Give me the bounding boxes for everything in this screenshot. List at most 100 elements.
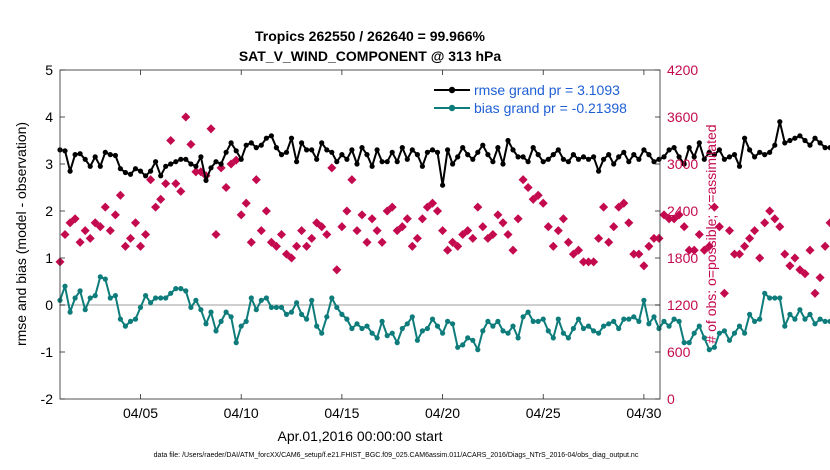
rmse-point (661, 154, 667, 160)
rmse-point (591, 154, 597, 160)
rmse-point (82, 156, 88, 162)
rmse-point (92, 154, 98, 160)
bias-point (666, 323, 672, 329)
rmse-point (651, 159, 657, 165)
rmse-point (500, 161, 506, 167)
bias-point (193, 297, 199, 303)
bias-point (696, 323, 702, 329)
bias-point (258, 297, 264, 303)
rmse-point (550, 152, 556, 158)
bias-point (701, 335, 707, 341)
bias-point (495, 318, 501, 324)
rmse-point (716, 147, 723, 153)
obs-marker (176, 186, 186, 196)
bias-point (122, 323, 128, 329)
y-tick-label: 3 (45, 156, 53, 172)
obs-point (765, 206, 775, 216)
bias-point (445, 318, 451, 324)
rmse-point (258, 142, 264, 148)
bias-point (324, 314, 330, 320)
rmse-point (530, 145, 536, 151)
rmse-point (188, 161, 194, 167)
rmse-point (525, 159, 531, 165)
rmse-point (827, 145, 830, 151)
rmse-point (213, 159, 219, 165)
obs-point (95, 222, 105, 232)
rmse-point (721, 156, 728, 162)
right-axis: 0 600 1200 1800 2400 3000 3600 4200 (655, 62, 698, 407)
bias-point (364, 323, 370, 329)
bias-point (188, 304, 194, 310)
bias-point (127, 318, 134, 324)
bias-point (747, 311, 753, 317)
rmse-series (57, 119, 830, 188)
obs-point (236, 210, 246, 220)
rmse-point (742, 135, 748, 141)
legend-bias-marker (448, 104, 456, 112)
obs-marker (120, 241, 130, 251)
y-tick-label: 1 (45, 250, 53, 266)
rmse-point (107, 152, 113, 158)
legend: rmse grand pr = 3.1093 bias grand pr = -… (430, 80, 645, 123)
obs-marker (105, 226, 115, 236)
obs-marker (765, 206, 775, 216)
legend-bias-label: bias grand pr = -0.21398 (474, 100, 627, 116)
obs-point (191, 167, 201, 177)
obs-point (246, 237, 256, 247)
obs-point (171, 179, 181, 189)
bias-point (661, 318, 667, 324)
rmse-point (470, 156, 476, 162)
rmse-point (102, 149, 108, 155)
obs-point (790, 253, 800, 263)
bias-point (339, 311, 345, 317)
bias-point (510, 323, 516, 329)
bias-point (314, 323, 320, 329)
y-right-tick-label: 3600 (667, 109, 698, 125)
obs-marker (760, 218, 770, 228)
rmse-point (822, 145, 828, 151)
bias-point (601, 323, 607, 329)
rmse-point (429, 147, 436, 153)
obs-marker (780, 249, 790, 259)
obs-point (770, 214, 780, 224)
obs-marker (70, 214, 80, 224)
obs-marker (820, 241, 830, 251)
x-axis: 04/05 04/10 04/15 04/20 04/25 04/30 (123, 70, 662, 421)
rmse-point (349, 147, 355, 153)
rmse-point (288, 135, 295, 141)
rmse-point (736, 163, 743, 169)
bias-point (414, 337, 420, 343)
bias-point (460, 342, 466, 348)
bias-point (394, 340, 400, 346)
bias-point (384, 333, 390, 339)
rmse-point (641, 147, 647, 153)
obs-point (161, 179, 171, 189)
obs-point (80, 226, 90, 236)
bias-point (817, 316, 823, 322)
obs-point (206, 124, 216, 134)
rmse-point (611, 161, 617, 167)
rmse-point (787, 137, 793, 144)
bias-point (515, 335, 521, 341)
rmse-point (676, 154, 682, 160)
rmse-point (127, 171, 134, 177)
bias-point (288, 309, 295, 315)
rmse-point (510, 147, 516, 153)
obs-point (775, 222, 785, 232)
obs-point (166, 135, 176, 146)
bias-point (148, 300, 154, 306)
bias-point (822, 318, 828, 324)
obs-marker (161, 179, 171, 189)
obs-marker (146, 175, 156, 185)
bias-point (742, 330, 748, 336)
obs-point (151, 202, 161, 212)
footer-data-file: data file: /Users/raeder/DAI/ATM_forcXX/… (154, 452, 639, 459)
rmse-point (324, 147, 330, 153)
rmse-point (294, 159, 300, 165)
obs-marker (100, 202, 110, 212)
bias-point (243, 318, 249, 324)
obs-point (810, 288, 820, 298)
obs-point (141, 229, 151, 240)
y-right-tick-label: 3000 (667, 156, 698, 172)
